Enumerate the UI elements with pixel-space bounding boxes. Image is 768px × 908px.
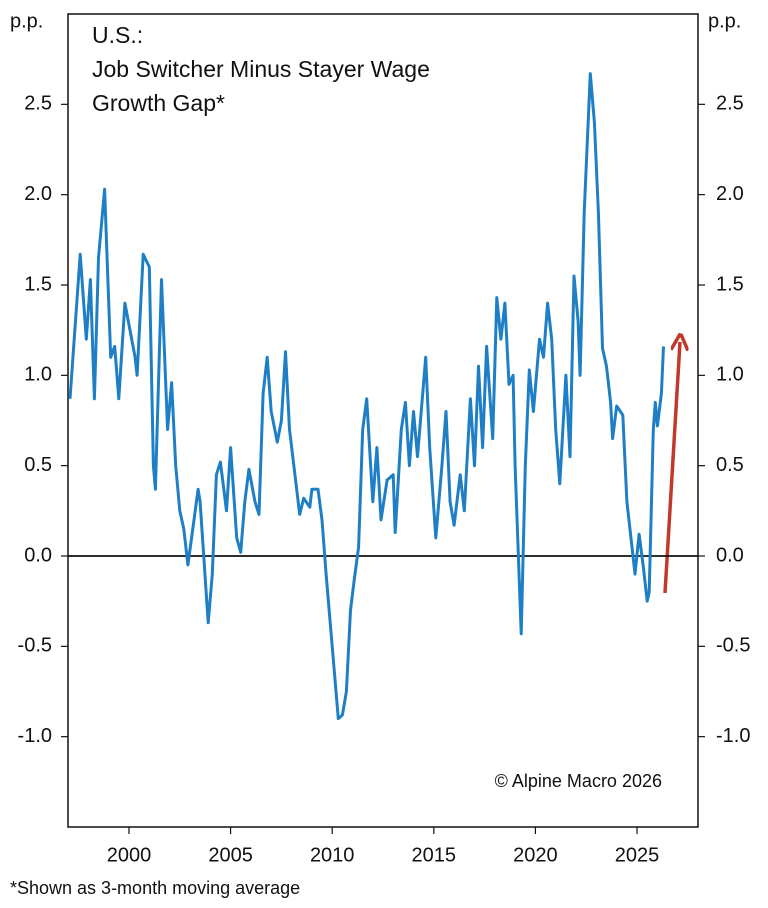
- x-tick-label: 2015: [412, 844, 457, 866]
- x-tick-label: 2020: [513, 844, 558, 866]
- y2-tick-label: 0.5: [716, 454, 744, 476]
- y2-tick-label: 1.5: [716, 273, 744, 295]
- y-unit: p.p.: [10, 10, 43, 32]
- title-line: Job Switcher Minus Stayer Wage: [92, 56, 430, 82]
- y-tick-label: 0.0: [24, 544, 52, 566]
- plot-frame: [67, 13, 699, 828]
- data-line: [68, 72, 665, 721]
- y2-tick-label: -0.5: [716, 635, 750, 657]
- y-tick-label: 2.0: [24, 183, 52, 205]
- y-tick-label: 0.5: [24, 454, 52, 476]
- y-tick-label: -0.5: [18, 635, 52, 657]
- x-tick-label: 2025: [615, 844, 660, 866]
- y-tick-label: 1.5: [24, 273, 52, 295]
- y2-tick-label: 1.0: [716, 364, 744, 386]
- x-tick-label: 2000: [107, 844, 152, 866]
- y-tick-label: 2.5: [24, 93, 52, 115]
- footnote: *Shown as 3-month moving average: [10, 878, 300, 898]
- y2-tick-label: 2.5: [716, 93, 744, 115]
- y-tick-label: 1.0: [24, 364, 52, 386]
- y2-tick-label: -1.0: [716, 725, 750, 747]
- x-tick-label: 2005: [208, 844, 253, 866]
- source: © Alpine Macro 2026: [495, 771, 662, 791]
- y-tick-label: -1.0: [18, 725, 52, 747]
- title-line: Growth Gap*: [92, 90, 225, 116]
- title-line: U.S.:: [92, 22, 143, 48]
- y2-tick-label: 0.0: [716, 544, 744, 566]
- y2-unit: p.p.: [708, 10, 741, 32]
- y2-tick-label: 2.0: [716, 183, 744, 205]
- annotation-arrow: [663, 342, 680, 594]
- chart-title: U.S.: Job Switcher Minus Stayer Wage Growt…: [92, 22, 430, 116]
- x-tick-label: 2010: [310, 844, 355, 866]
